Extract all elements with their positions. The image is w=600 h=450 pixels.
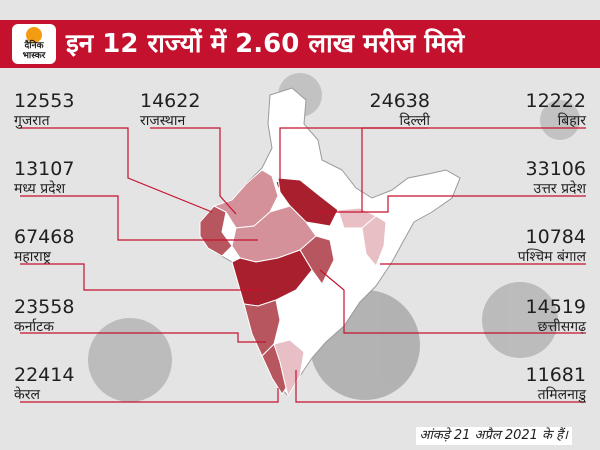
- label-chhattisgarh-name: छत्तीसगढ़: [537, 319, 586, 335]
- label-kerala-cases: 22414: [14, 364, 75, 386]
- label-karnataka-name: कर्नाटक: [14, 319, 54, 335]
- map-state-up: [277, 177, 339, 227]
- leader-line-karnataka: [20, 332, 266, 343]
- leader-line-mp: [20, 195, 258, 241]
- label-delhi: 24638 दिल्ली: [370, 90, 430, 130]
- leader-line-gujarat: [20, 127, 213, 213]
- leader-lines: [20, 127, 586, 403]
- label-bihar-cases: 12222: [525, 90, 586, 112]
- logo: दैनिक भास्कर: [12, 24, 56, 64]
- leader-line-maharashtra: [20, 263, 266, 291]
- label-wb: 10784 पश्चिम बंगाल: [518, 226, 586, 266]
- label-karnataka: 23558 कर्नाटक: [14, 296, 74, 336]
- label-tamilnadu: 11681 तमिलनाडु: [526, 364, 586, 404]
- label-mp-name: मध्य प्रदेश: [14, 181, 66, 197]
- label-rajasthan: 14622 राजस्थान: [140, 90, 200, 130]
- label-up-name: उत्तर प्रदेश: [533, 181, 586, 197]
- logo-text-line1: दैनिक: [24, 41, 44, 51]
- label-tamilnadu-cases: 11681: [525, 364, 586, 386]
- label-chhattisgarh: 14519 छत्तीसगढ़: [526, 296, 586, 336]
- label-bihar-name: बिहार: [557, 113, 586, 129]
- virus-decoration: [88, 73, 580, 402]
- title-banner: [0, 20, 600, 68]
- virus-icon: [88, 318, 172, 402]
- label-chhattisgarh-cases: 14519: [525, 296, 586, 318]
- label-tamilnadu-name: तमिलनाडु: [537, 387, 586, 403]
- page-title: इन 12 राज्यों में 2.60 लाख मरीज मिले: [66, 29, 465, 59]
- label-kerala-name: केरल: [14, 387, 40, 403]
- label-delhi-name: दिल्ली: [399, 113, 431, 129]
- label-bihar: 12222 बिहार: [526, 90, 586, 130]
- leader-line-tamilnadu: [295, 370, 586, 403]
- logo-text-line2: भास्कर: [22, 51, 46, 61]
- map-state-karnataka: [243, 299, 281, 357]
- label-wb-name: पश्चिम बंगाल: [517, 249, 586, 265]
- map-state-rajasthan: [212, 169, 279, 229]
- label-rajasthan-name: राजस्थान: [140, 113, 186, 129]
- label-maharashtra-cases: 67468: [14, 226, 75, 248]
- label-mp: 13107 मध्य प्रदेश: [14, 158, 74, 198]
- label-rajasthan-cases: 14622: [140, 90, 201, 112]
- leader-line-rajasthan: [150, 127, 237, 215]
- label-up-cases: 33106: [525, 158, 586, 180]
- label-up: 33106 उत्तर प्रदेश: [526, 158, 586, 198]
- leader-line-bihar: [361, 127, 586, 212]
- virus-icon: [540, 100, 580, 140]
- label-gujarat-name: गुजरात: [14, 113, 50, 129]
- map-state-wb: [361, 215, 387, 267]
- label-karnataka-cases: 23558: [14, 296, 75, 318]
- leader-line-up: [318, 195, 586, 213]
- label-maharashtra-name: महाराष्ट्र: [14, 249, 51, 265]
- map-state-tamilnadu: [273, 339, 305, 398]
- label-maharashtra: 67468 महाराष्ट्र: [14, 226, 74, 266]
- label-wb-cases: 10784: [525, 226, 586, 248]
- label-delhi-cases: 24638: [369, 90, 430, 112]
- label-mp-cases: 13107: [14, 158, 75, 180]
- label-kerala: 22414 केरल: [14, 364, 74, 404]
- leader-line-chhattisgarh: [319, 269, 586, 334]
- virus-icon: [482, 282, 558, 358]
- source-note: आंकड़े 21 अप्रैल 2021 के हैं।: [415, 427, 572, 445]
- label-gujarat-cases: 12553: [14, 90, 75, 112]
- sun-icon: [26, 27, 42, 43]
- leader-line-kerala: [20, 388, 279, 403]
- label-gujarat: 12553 गुजरात: [14, 90, 74, 130]
